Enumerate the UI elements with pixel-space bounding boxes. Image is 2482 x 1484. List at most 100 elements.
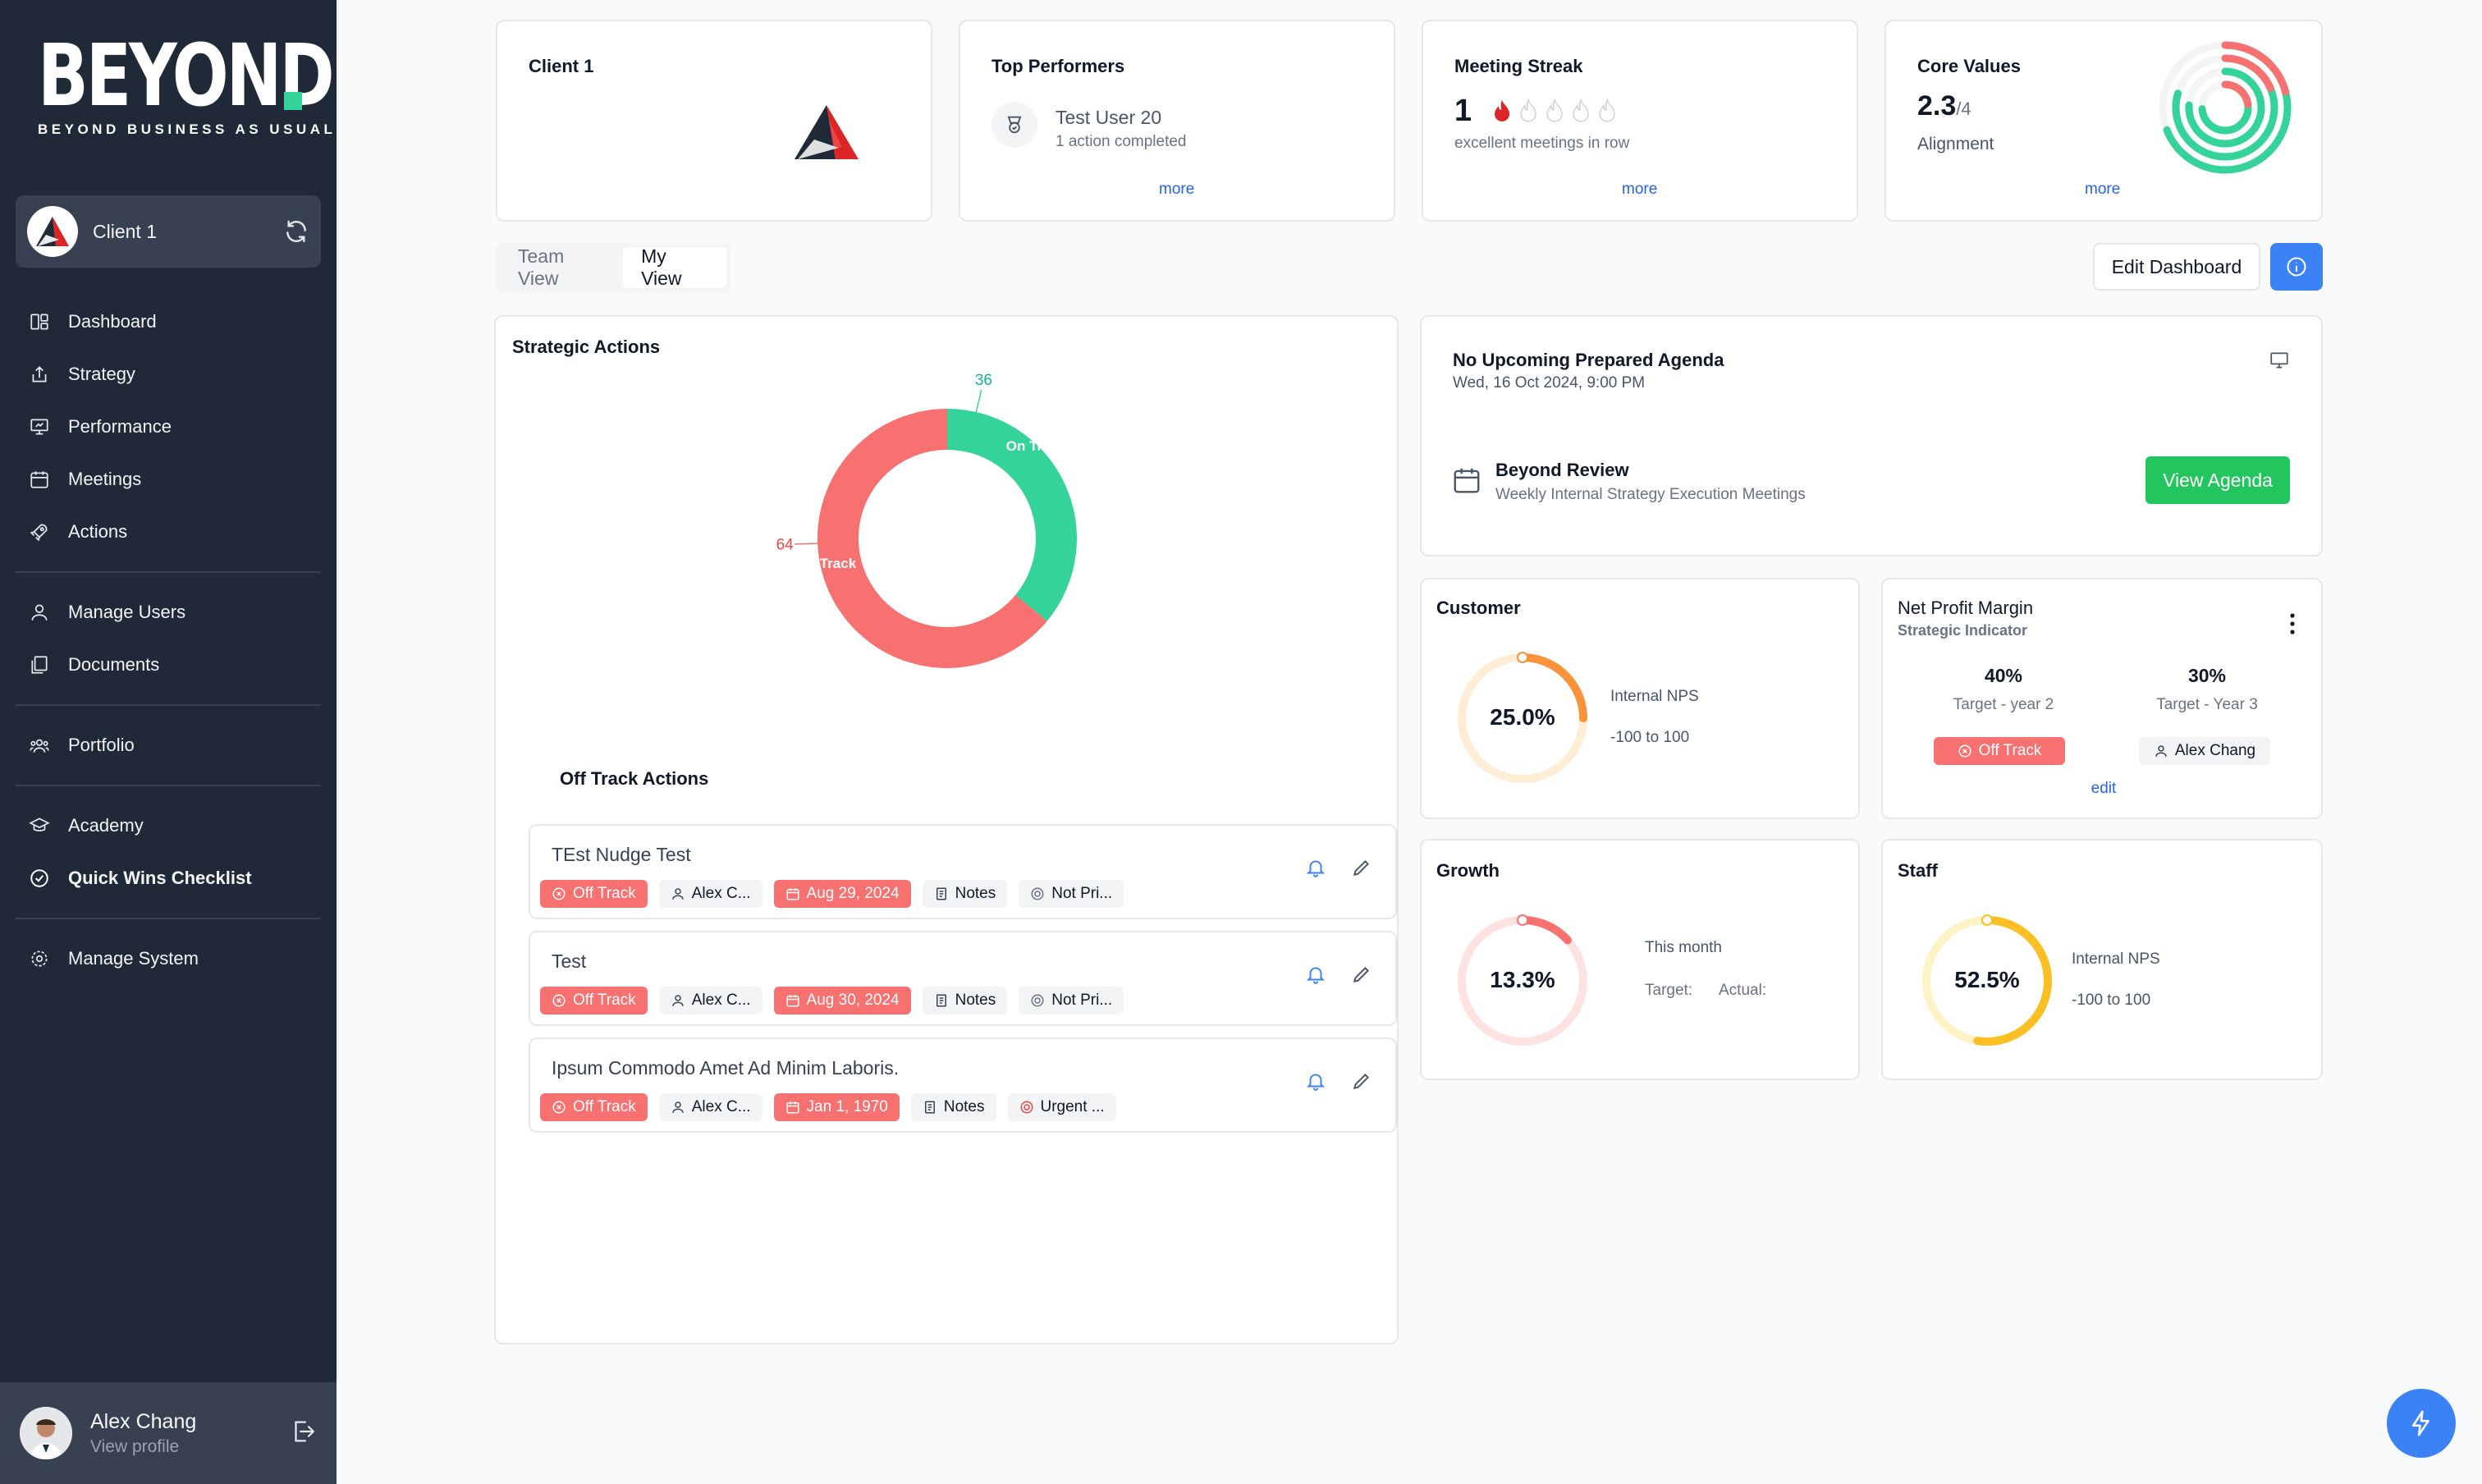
- core-values-score-value: 2.3: [1917, 90, 1957, 121]
- due-date-tag[interactable]: Aug 29, 2024: [773, 880, 911, 908]
- notes-tag[interactable]: Notes: [922, 880, 1008, 908]
- flame-icon: [1520, 98, 1536, 122]
- due-date-text: Jan 1, 1970: [806, 1098, 888, 1115]
- sidebar-item-portfolio[interactable]: Portfolio: [16, 719, 321, 772]
- kebab-menu-icon[interactable]: [2288, 612, 2297, 635]
- net-profit-edit-link[interactable]: edit: [2090, 780, 2117, 797]
- sidebar-item-label: Dashboard: [68, 311, 157, 332]
- target-icon: [1031, 994, 1044, 1007]
- rocket-icon: [27, 520, 52, 544]
- pencil-icon[interactable]: [1351, 964, 1372, 985]
- notes-text: Notes: [943, 1098, 985, 1115]
- sidebar-item-meetings[interactable]: Meetings: [16, 453, 321, 506]
- edit-dashboard-button[interactable]: Edit Dashboard: [2093, 243, 2260, 291]
- tab-my-view[interactable]: My View: [623, 245, 726, 289]
- client-logo-icon: [793, 103, 860, 167]
- pencil-icon[interactable]: [1351, 1070, 1372, 1092]
- dashboard-icon: [27, 309, 52, 334]
- calendar-icon: [786, 1102, 799, 1114]
- donut-value-label: 64: [776, 536, 795, 553]
- meeting-name: Beyond Review: [1495, 460, 1629, 480]
- pencil-icon[interactable]: [1351, 857, 1372, 878]
- off-track-actions-heading: Off Track Actions: [560, 768, 709, 789]
- status-badge[interactable]: Off Track: [540, 1093, 648, 1121]
- sidebar-item-quick-wins[interactable]: Quick Wins Checklist: [16, 852, 321, 905]
- sidebar-item-dashboard[interactable]: Dashboard: [16, 295, 321, 348]
- sidebar-item-strategy[interactable]: Strategy: [16, 348, 321, 401]
- meeting-streak-card: Meeting Streak 1 excellent meetings in r…: [1422, 20, 1858, 222]
- tab-team-view[interactable]: Team View: [518, 245, 565, 289]
- net-profit-title: Net Profit Margin: [1898, 598, 2034, 618]
- owner-tag[interactable]: Alex C...: [658, 880, 762, 908]
- priority-tag[interactable]: Not Pri...: [1019, 987, 1124, 1015]
- quick-action-button[interactable]: [2387, 1389, 2456, 1458]
- sidebar-item-academy[interactable]: Academy: [16, 799, 321, 852]
- x-circle-icon: [552, 994, 566, 1007]
- sidebar-item-documents[interactable]: Documents: [16, 639, 321, 691]
- notes-tag[interactable]: Notes: [910, 1093, 996, 1121]
- target-1-status-badge[interactable]: Off Track: [1934, 737, 2065, 765]
- info-button[interactable]: [2270, 243, 2323, 291]
- x-circle-icon: [1958, 744, 1971, 758]
- sidebar-item-performance[interactable]: Performance: [16, 401, 321, 453]
- status-badge[interactable]: Off Track: [540, 987, 648, 1015]
- donut-slice-off-track[interactable]: [817, 409, 1047, 668]
- customer-gauge-value: 25.0%: [1490, 704, 1555, 730]
- bell-icon[interactable]: [1305, 1070, 1326, 1092]
- logout-icon[interactable]: [289, 1418, 317, 1450]
- nav-divider: [16, 918, 321, 919]
- sidebar-item-manage-users[interactable]: Manage Users: [16, 586, 321, 639]
- sidebar-item-label: Manage System: [68, 948, 199, 969]
- view-profile-link[interactable]: View profile: [90, 1436, 180, 1456]
- monitor-icon[interactable]: [2269, 350, 2290, 371]
- owner-text: Alex C...: [691, 885, 751, 902]
- customer-gauge: [1458, 652, 1587, 783]
- action-item[interactable]: TEst Nudge Test Off Track Alex C... Aug …: [529, 824, 1397, 919]
- sidebar-item-actions[interactable]: Actions: [16, 506, 321, 558]
- customer-card: Customer 25.0% Internal NPS -100 to 100: [1420, 578, 1860, 819]
- nav-divider: [16, 571, 321, 573]
- donut-slice-on-track[interactable]: [947, 409, 1077, 621]
- notes-tag[interactable]: Notes: [922, 987, 1008, 1015]
- status-text: Off Track: [1978, 742, 2042, 759]
- core-values-title: Core Values: [1917, 56, 2021, 76]
- meeting-description: Weekly Internal Strategy Execution Meeti…: [1495, 486, 1806, 503]
- target-icon: [1031, 887, 1044, 900]
- priority-tag[interactable]: Urgent ...: [1007, 1093, 1116, 1121]
- refresh-icon[interactable]: [283, 218, 309, 245]
- owner-text: Alex Chang: [2174, 742, 2256, 759]
- core-values-more-link[interactable]: more: [2085, 181, 2121, 198]
- growth-title: Growth: [1436, 860, 1500, 881]
- staff-metric-range: -100 to 100: [2072, 992, 2151, 1009]
- client-switcher[interactable]: Client 1: [16, 195, 321, 268]
- gear-icon: [27, 946, 52, 971]
- bell-icon[interactable]: [1305, 964, 1326, 985]
- flame-icon: [1573, 98, 1589, 122]
- top-performers-more-link[interactable]: more: [1159, 181, 1195, 198]
- view-agenda-button[interactable]: View Agenda: [2145, 456, 2290, 504]
- bell-icon[interactable]: [1305, 857, 1326, 878]
- user-profile[interactable]: Alex Chang View profile: [0, 1382, 337, 1484]
- presentation-chart-icon: [27, 415, 52, 439]
- target-2-owner-tag[interactable]: Alex Chang: [2139, 737, 2270, 765]
- brand-logo[interactable]: BEYOND BEYOND BUSINESS AS USUAL: [38, 25, 335, 138]
- status-text: Off Track: [573, 885, 636, 902]
- growth-target-label: Target:: [1645, 982, 1693, 999]
- owner-tag[interactable]: Alex C...: [658, 1093, 762, 1121]
- owner-tag[interactable]: Alex C...: [658, 987, 762, 1015]
- meeting-streak-more-link[interactable]: more: [1622, 181, 1658, 198]
- target-2-label: Target - Year 3: [2156, 696, 2258, 713]
- action-item[interactable]: Test Off Track Alex C... Aug 30, 2024 No…: [529, 931, 1397, 1026]
- view-toggle: Team View My View: [496, 243, 730, 292]
- status-badge[interactable]: Off Track: [540, 880, 648, 908]
- logo-wordmark: BEYOND: [38, 25, 335, 126]
- flame-icon: [1495, 100, 1509, 121]
- due-date-tag[interactable]: Jan 1, 1970: [773, 1093, 900, 1121]
- client-name: Client 1: [93, 220, 157, 242]
- priority-tag[interactable]: Not Pri...: [1019, 880, 1124, 908]
- staff-title: Staff: [1898, 860, 1938, 881]
- due-date-tag[interactable]: Aug 30, 2024: [773, 987, 911, 1015]
- action-item[interactable]: Ipsum Commodo Amet Ad Minim Laboris. Off…: [529, 1037, 1397, 1133]
- growth-card: Growth 13.3% This month Target: Actual:: [1420, 839, 1860, 1080]
- sidebar-item-manage-system[interactable]: Manage System: [16, 932, 321, 985]
